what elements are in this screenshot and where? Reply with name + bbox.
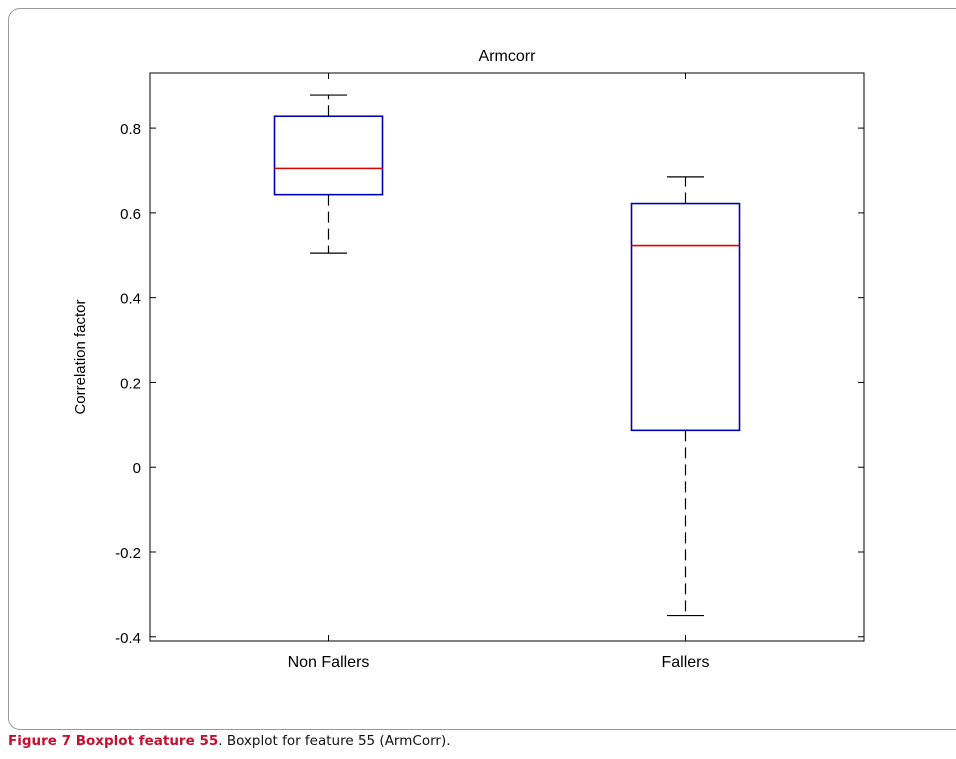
y-tick-label: -0.2 xyxy=(115,545,141,562)
axis-ticks: -0.4 -0.2 0 0.2 0.4 0.6 0.8 Non Fallers Fallers xyxy=(115,73,864,671)
x-tick-label: Fallers xyxy=(661,654,709,671)
iqr-box xyxy=(273,115,384,196)
y-axis-label: Correlation factor xyxy=(72,299,89,414)
iqr-box xyxy=(630,202,741,432)
box-series xyxy=(273,94,741,617)
y-tick-label: 0 xyxy=(133,460,141,477)
chart-title: Armcorr xyxy=(479,48,537,65)
figure-frame xyxy=(8,8,956,730)
y-tick-label: 0.8 xyxy=(120,121,141,138)
y-tick-label: 0.2 xyxy=(120,375,141,392)
caption-text: . Boxplot for feature 55 (ArmCorr). xyxy=(218,733,451,749)
boxplot-chart: Armcorr Correlation factor -0.4 -0.2 0 0.2 0… xyxy=(72,48,865,671)
y-tick-label: -0.4 xyxy=(115,630,141,647)
figure-caption: Figure 7 Boxplot feature 55. Boxplot for… xyxy=(8,733,948,749)
plot-area xyxy=(149,72,865,642)
x-tick-label: Non Fallers xyxy=(288,654,370,671)
caption-lead: Figure 7 Boxplot feature 55 xyxy=(8,733,219,749)
y-tick-label: 0.4 xyxy=(120,291,141,308)
y-tick-label: 0.6 xyxy=(120,206,141,223)
